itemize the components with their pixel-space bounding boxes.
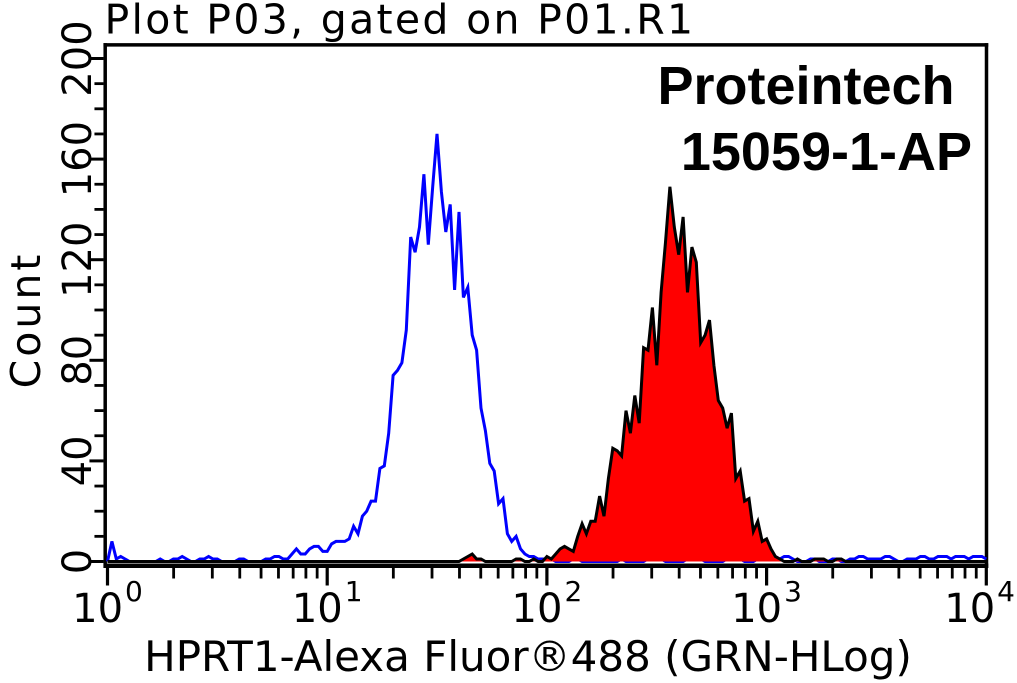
watermark-brand: Proteintech: [657, 56, 954, 116]
x-tick-label: 103: [731, 575, 802, 632]
y-axis-title: Count: [2, 252, 50, 389]
x-axis-tick-labels: 100 101 102 103 104: [72, 575, 1015, 632]
y-axis-ticks: [89, 57, 104, 563]
x-tick-base: 10: [731, 586, 782, 632]
x-tick-base: 10: [512, 586, 563, 632]
y-tick-label: 200: [55, 20, 101, 96]
x-tick-base: 10: [292, 586, 343, 632]
x-tick-exponent: 1: [345, 575, 363, 608]
x-tick-exponent: 0: [125, 575, 143, 608]
x-tick-label: 104: [944, 575, 1015, 632]
sample-histogram-outline: [107, 186, 987, 563]
x-tick-label: 100: [72, 575, 143, 632]
y-tick-label: 80: [55, 335, 101, 386]
x-tick-label: 102: [512, 575, 583, 632]
watermark: Proteintech 15059-1-AP: [657, 56, 972, 182]
x-axis-title: HPRT1-Alexa Fluor®488 (GRN-HLog): [144, 632, 912, 681]
x-axis-ticks: [105, 566, 988, 586]
x-tick-exponent: 3: [784, 575, 802, 608]
watermark-catalog: 15059-1-AP: [681, 122, 972, 182]
y-tick-label: 0: [55, 549, 101, 574]
x-tick-exponent: 2: [564, 575, 582, 608]
y-tick-label: 120: [55, 222, 101, 298]
y-axis-tick-labels: 0 40 80 120 160 200: [55, 20, 101, 574]
x-tick-base: 10: [944, 586, 995, 632]
x-tick-label: 101: [292, 575, 363, 632]
x-tick-base: 10: [72, 586, 123, 632]
y-tick-label: 160: [55, 121, 101, 197]
plot-title: Plot P03, gated on P01.R1: [105, 0, 696, 44]
y-tick-label: 40: [55, 435, 101, 486]
histogram-curves: [106, 133, 988, 563]
x-tick-exponent: 4: [997, 575, 1015, 608]
plot-frame: [103, 43, 989, 569]
